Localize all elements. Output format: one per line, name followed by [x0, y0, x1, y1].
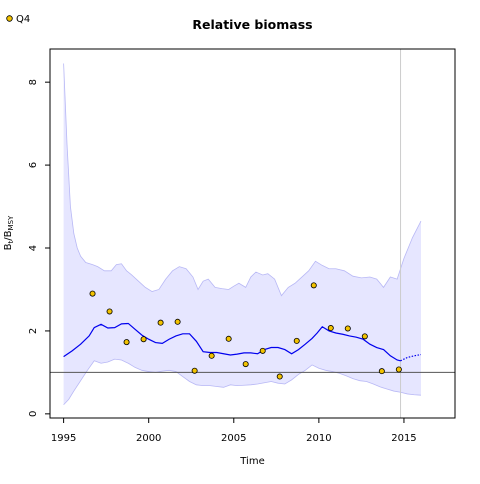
- x-axis: 1995 2000 2005 2010 2015: [51, 417, 417, 444]
- data-point-q4: [293, 337, 300, 344]
- y-tick-label: 4: [28, 245, 39, 251]
- data-point-q4: [123, 339, 130, 346]
- data-point-q4: [106, 308, 113, 315]
- data-point-q4: [378, 368, 385, 375]
- y-axis-label: Bt/BMSY: [3, 215, 15, 250]
- y-axis: 0 2 4 6 8: [28, 79, 51, 417]
- y-axis-label-subscript-t: t: [7, 240, 15, 243]
- data-point-q4: [191, 367, 198, 374]
- plot-layer: [50, 49, 455, 418]
- data-point-q4: [344, 325, 351, 332]
- data-point-q4: [276, 373, 283, 380]
- lower-band-line: [63, 358, 421, 406]
- data-point-q4: [395, 366, 402, 373]
- confidence-band: [63, 63, 421, 405]
- data-point-q4: [259, 347, 266, 354]
- data-point-q4: [140, 336, 147, 343]
- y-axis-label-subscript-msy: MSY: [7, 215, 15, 230]
- x-axis-label: Time: [239, 456, 264, 467]
- y-tick-label: 6: [28, 162, 39, 168]
- y-axis-label-separator: /B: [3, 230, 14, 240]
- data-point-q4: [208, 352, 215, 359]
- data-point-q4: [157, 319, 164, 326]
- y-tick-label: 8: [28, 79, 39, 85]
- data-point-q4: [327, 325, 334, 332]
- x-tick-label: 2000: [136, 433, 161, 444]
- data-point-q4: [225, 335, 232, 342]
- data-point-q4: [242, 361, 249, 368]
- x-tick-label: 2015: [391, 433, 416, 444]
- forecast-line: [400, 353, 422, 362]
- estimate-line: [63, 322, 401, 362]
- data-point-q4: [361, 333, 368, 340]
- legend-label-q4: Q4: [16, 14, 30, 25]
- upper-band-line: [63, 63, 422, 297]
- legend-marker-q4: [6, 15, 13, 22]
- legend: Q4: [6, 14, 30, 25]
- x-tick-label: 1995: [51, 433, 76, 444]
- x-tick-label: 2010: [306, 433, 331, 444]
- y-axis-label-main: B: [3, 243, 14, 250]
- data-point-q4: [310, 282, 317, 289]
- y-tick-label: 2: [28, 328, 39, 334]
- data-point-q4: [89, 290, 96, 297]
- y-tick-label: 0: [28, 411, 39, 417]
- x-tick-label: 2005: [221, 433, 246, 444]
- chart-title: Relative biomass: [192, 17, 312, 32]
- data-point-q4: [174, 318, 181, 325]
